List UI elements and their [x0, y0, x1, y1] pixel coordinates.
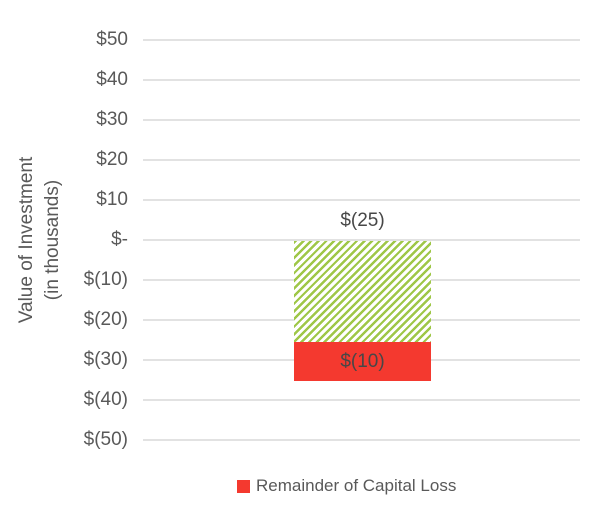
bar-segment-remainder-loss[interactable] — [294, 342, 431, 381]
y-tick-label: $40 — [96, 69, 128, 90]
gridline — [143, 119, 580, 121]
gridline — [143, 239, 580, 241]
y-tick-label: $10 — [96, 189, 128, 210]
gridline — [143, 39, 580, 41]
legend-label: Remainder of Capital Loss — [256, 476, 457, 495]
gridline — [143, 79, 580, 81]
y-tick-label: $- — [111, 229, 128, 250]
bar-segment-hatched-loss[interactable] — [294, 241, 431, 342]
y-tick-label: $(50) — [83, 429, 128, 450]
gridline — [143, 439, 580, 441]
y-tick-label: $(40) — [83, 389, 128, 410]
y-tick-label: $(10) — [83, 269, 128, 290]
legend-swatch-red-icon — [237, 479, 250, 493]
y-tick-label: $50 — [96, 29, 128, 50]
legend[interactable]: Remainder of Capital Loss — [237, 476, 456, 496]
y-tick-label: $20 — [96, 149, 128, 170]
y-tick-label: $30 — [96, 109, 128, 130]
y-tick-label: $(20) — [83, 309, 128, 330]
gridline — [143, 399, 580, 401]
data-label-hatched-segment: $(25) — [340, 210, 385, 231]
y-tick-label: $(30) — [83, 349, 128, 370]
y-axis-title-line2: (in thousands) — [42, 179, 63, 301]
gridline — [143, 159, 580, 161]
y-axis-title: Value of Investment (in thousands) — [14, 70, 66, 410]
y-axis-title-line1: Value of Investment — [16, 156, 37, 324]
gridline — [143, 199, 580, 201]
data-label-remainder-segment: $(10) — [340, 350, 385, 372]
